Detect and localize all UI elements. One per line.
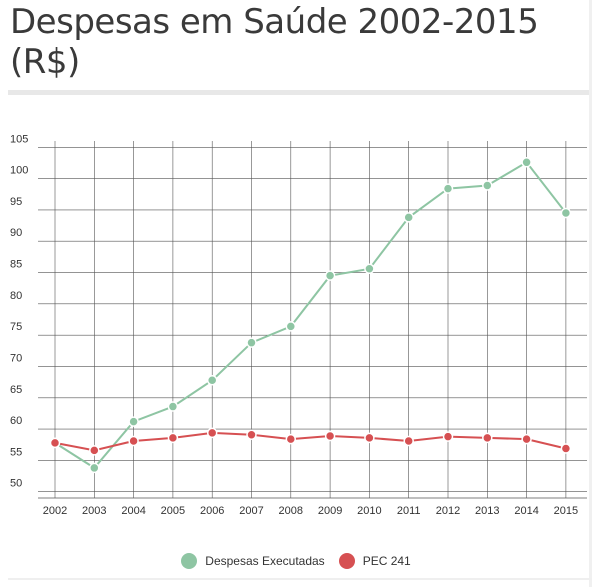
x-tick-label: 2005	[161, 505, 185, 517]
x-tick-label: 2006	[200, 505, 224, 517]
x-tick-label: 2003	[82, 505, 106, 517]
data-point-0	[521, 157, 532, 168]
data-point-1	[89, 445, 100, 456]
data-point-1	[206, 427, 218, 439]
legend-label-despesas: Despesas Executadas	[205, 554, 325, 568]
series-line-0	[54, 160, 567, 470]
data-point-0	[285, 321, 297, 332]
x-tick-label: 2013	[475, 505, 499, 517]
data-point-1	[403, 435, 414, 447]
data-point-1	[128, 435, 139, 447]
series-points	[49, 157, 572, 474]
title-separator	[8, 90, 590, 95]
series-line-1	[54, 431, 567, 452]
data-point-1	[285, 433, 297, 445]
data-point-1	[246, 429, 257, 440]
legend-swatch-despesas	[181, 553, 198, 569]
data-point-1	[442, 431, 454, 442]
y-tick-label: 95	[10, 196, 22, 208]
x-tick-label: 2012	[436, 505, 460, 517]
bottom-border	[8, 578, 592, 580]
x-tick-label: 2015	[554, 505, 578, 517]
legend: Despesas Executadas PEC 241	[0, 550, 592, 572]
data-point-0	[324, 270, 336, 281]
legend-label-pec: PEC 241	[362, 554, 411, 568]
data-point-0	[167, 401, 179, 412]
y-tick-label: 75	[10, 321, 22, 333]
data-point-0	[403, 212, 414, 223]
x-tick-label: 2002	[43, 505, 67, 517]
y-tick-label: 90	[10, 227, 22, 239]
x-axis-ticks: 2002 2003 2004 2005 2006 2007 2008 2009 2010 2011…	[43, 505, 578, 517]
x-tick-label: 2007	[239, 505, 263, 517]
x-tick-label: 2008	[279, 505, 303, 517]
series-lines	[54, 160, 567, 470]
x-tick-label: 2014	[514, 505, 538, 517]
y-tick-label: 60	[10, 415, 22, 427]
x-tick-label: 2011	[397, 505, 421, 517]
grid-lines	[38, 141, 587, 499]
data-point-0	[206, 375, 218, 386]
x-tick-label: 2010	[357, 505, 381, 517]
legend-item-despesas[interactable]: Despesas Executadas	[181, 553, 325, 569]
y-tick-label: 100	[10, 165, 28, 177]
data-point-0	[128, 416, 139, 427]
y-tick-label: 55	[10, 446, 22, 458]
data-point-1	[324, 430, 336, 442]
data-point-1	[560, 443, 572, 454]
y-tick-label: 85	[10, 259, 22, 271]
y-tick-label: 70	[10, 352, 22, 364]
data-point-0	[482, 180, 493, 191]
data-point-1	[364, 432, 375, 444]
data-point-1	[167, 432, 179, 444]
data-point-0	[442, 183, 454, 194]
y-tick-label: 65	[10, 384, 22, 396]
y-tick-label: 80	[10, 290, 22, 302]
y-tick-label: 105	[10, 133, 28, 145]
data-point-0	[89, 462, 100, 474]
data-point-1	[521, 433, 532, 445]
data-point-1	[482, 432, 493, 444]
y-tick-label: 50	[10, 478, 22, 490]
data-point-0	[246, 337, 257, 348]
right-border	[589, 0, 592, 587]
x-tick-label: 2004	[121, 505, 145, 517]
chart-title: Despesas em Saúde 2002-2015 (R$)	[10, 2, 539, 82]
y-axis-ticks: 50 55 60 65 70 75 80 85 90 95 100 105	[10, 133, 28, 489]
legend-item-pec[interactable]: PEC 241	[338, 553, 411, 569]
legend-swatch-pec	[338, 553, 355, 569]
data-point-0	[560, 207, 572, 219]
data-point-0	[364, 263, 375, 275]
data-point-1	[49, 437, 61, 449]
x-tick-label: 2009	[318, 505, 342, 517]
